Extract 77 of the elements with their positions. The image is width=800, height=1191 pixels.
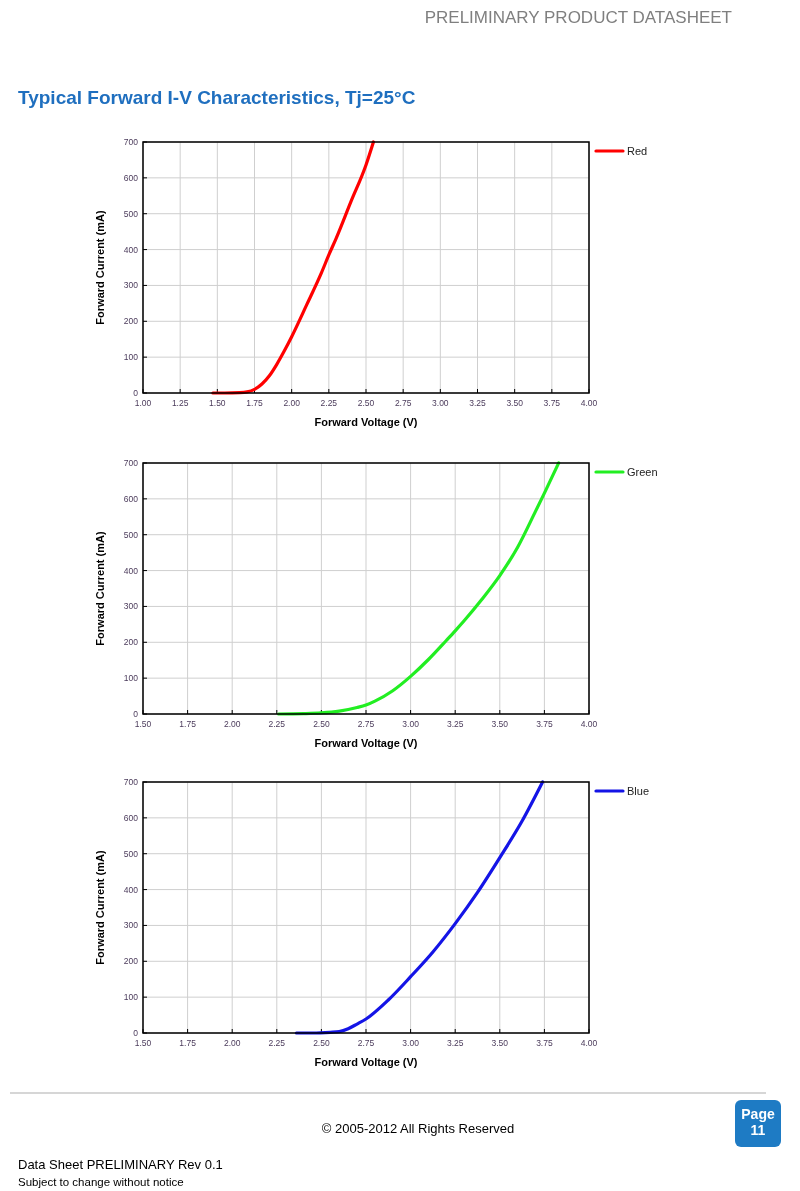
text: Page 11 — [741, 1106, 775, 1138]
y-tick-label: 600 — [123, 172, 139, 183]
y-tick-label: 500 — [123, 208, 139, 219]
x-tick-label: 3.25 — [446, 1038, 464, 1048]
text: Subject to change without notice — [18, 1176, 184, 1188]
text: PRELIMINARY PRODUCT DATASHEET — [424, 8, 732, 27]
x-tick-label: 1.00 — [134, 398, 152, 408]
y-tick-label: 400 — [123, 565, 139, 576]
x-tick-label: 2.25 — [268, 719, 286, 729]
line-series — [276, 461, 561, 716]
y-tick-label: 300 — [123, 601, 139, 612]
x-tick-label: 3.75 — [536, 1038, 553, 1048]
y-tick-label: 0 — [133, 388, 139, 398]
x-tick-label: 1.75 — [179, 719, 197, 729]
x-tick-label: 2.75 — [357, 1038, 375, 1048]
x-tick-label: 3.25 — [446, 719, 464, 729]
x-tick-label: 2.75 — [394, 398, 412, 408]
y-tick-label: 700 — [123, 458, 139, 468]
y-axis-title: Forward Current (mA) — [94, 210, 106, 325]
legend-label: Green — [627, 466, 658, 478]
x-axis-title: Forward Voltage (V) — [314, 1056, 418, 1068]
y-tick-label: 500 — [123, 848, 139, 859]
y-tick-label: 0 — [133, 1028, 139, 1038]
y-tick-label: 300 — [123, 280, 139, 291]
text: Data Sheet PRELIMINARY Rev 0.1 — [18, 1157, 223, 1172]
x-tick-label: 2.50 — [313, 719, 330, 729]
x-tick-label: 2.50 — [357, 398, 375, 408]
y-axis-title: Forward Current (mA) — [94, 531, 106, 646]
y-tick-label: 600 — [123, 812, 139, 823]
x-tick-label: 4.00 — [580, 719, 598, 729]
y-tick-label: 700 — [123, 137, 139, 147]
y-axis-title: Forward Current (mA) — [94, 850, 106, 965]
y-tick-label: 400 — [123, 884, 139, 895]
x-tick-label: 2.25 — [268, 1038, 286, 1048]
x-tick-label: 3.50 — [491, 1038, 509, 1048]
x-tick-label: 2.00 — [223, 719, 241, 729]
y-tick-label: 200 — [123, 316, 139, 327]
x-axis-title: Forward Voltage (V) — [314, 737, 418, 749]
legend-label: Red — [627, 145, 648, 157]
x-tick-label: 2.00 — [283, 398, 301, 408]
line-series — [211, 140, 376, 395]
legend-label: Blue — [627, 785, 650, 797]
x-tick-label: 3.00 — [402, 719, 420, 729]
y-tick-label: 700 — [123, 777, 139, 787]
x-tick-label: 2.25 — [320, 398, 338, 408]
y-tick-label: 200 — [123, 956, 139, 967]
y-tick-label: 100 — [123, 352, 139, 363]
y-tick-label: 300 — [123, 920, 139, 931]
x-tick-label: 1.50 — [134, 719, 152, 729]
line-series — [294, 780, 545, 1035]
x-tick-label: 3.75 — [543, 398, 561, 408]
x-tick-label: 3.75 — [536, 719, 553, 729]
x-tick-label: 1.75 — [179, 1038, 197, 1048]
y-tick-label: 200 — [123, 637, 139, 648]
x-tick-label: 2.00 — [223, 1038, 241, 1048]
y-tick-label: 0 — [133, 709, 139, 719]
x-tick-label: 4.00 — [580, 1038, 598, 1048]
x-tick-label: 1.25 — [171, 398, 189, 408]
x-axis-title: Forward Voltage (V) — [314, 416, 418, 428]
x-tick-label: 2.75 — [357, 719, 375, 729]
x-tick-label: 1.75 — [246, 398, 264, 408]
x-tick-label: 1.50 — [209, 398, 226, 408]
y-tick-label: 100 — [123, 673, 139, 684]
y-tick-label: 600 — [123, 493, 139, 504]
x-tick-label: 1.50 — [134, 1038, 152, 1048]
chart-title: Typical Forward I-V Characteristics, Tj=25°C — [18, 87, 416, 108]
x-tick-label: 3.50 — [506, 398, 524, 408]
x-tick-label: 3.00 — [432, 398, 449, 408]
x-tick-label: 3.00 — [402, 1038, 420, 1048]
x-tick-label: 3.50 — [491, 719, 509, 729]
x-tick-label: 2.50 — [313, 1038, 330, 1048]
y-tick-label: 400 — [123, 244, 139, 255]
y-tick-label: 100 — [123, 992, 139, 1003]
x-tick-label: 4.00 — [580, 398, 598, 408]
text: © 2005-2012 All Rights Reserved — [321, 1121, 515, 1136]
y-tick-label: 500 — [123, 529, 139, 540]
x-tick-label: 3.25 — [469, 398, 487, 408]
